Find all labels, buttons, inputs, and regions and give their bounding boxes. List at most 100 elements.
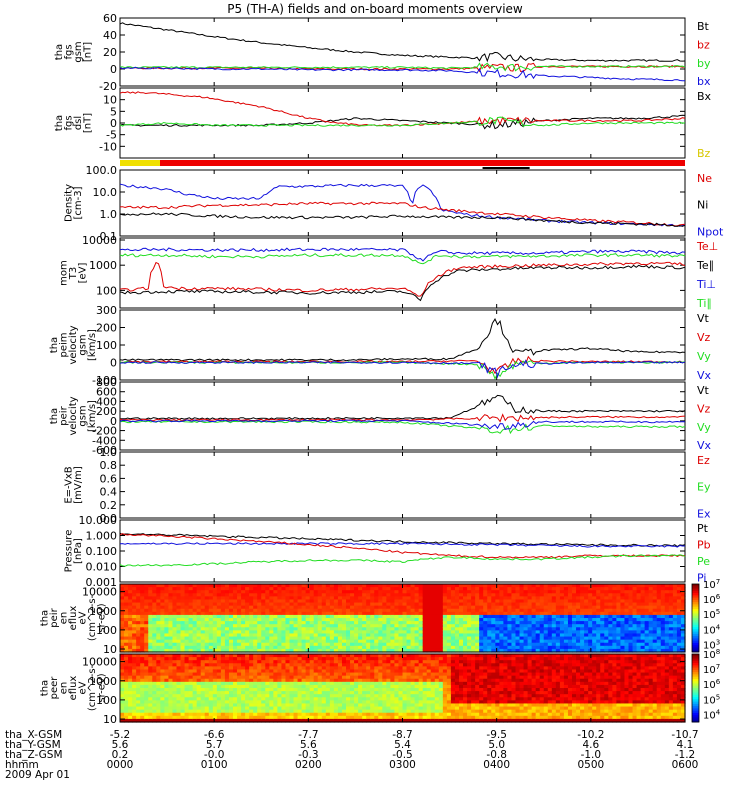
y-tick-label: 10000 (82, 586, 117, 599)
y-tick-label: -400 (92, 434, 117, 447)
x-axis-value: -7.7 (298, 729, 319, 741)
y-axis-label: E=-VxB[mV/m] (63, 466, 84, 504)
series-line-by (120, 62, 686, 72)
panel-frame (119, 451, 686, 519)
y-tick-label: 200 (96, 322, 117, 335)
y-tick-label: 0.001 (86, 576, 118, 589)
y-axis-label-line: fgs (63, 115, 74, 130)
y-axis-label-line: gsm (78, 334, 89, 355)
y-axis-label-line: T3 (68, 267, 79, 280)
series-line-Vy (119, 420, 686, 435)
y-axis-label-line: tha (49, 337, 60, 353)
series-line-Bz (119, 91, 686, 127)
y-tick-label: 1.000 (86, 530, 118, 543)
y-tick-label: 5 (110, 105, 117, 118)
legend-entry: Te⊥ (696, 240, 718, 253)
series-group (119, 183, 686, 227)
y-axis-label-line: gsm (78, 405, 89, 426)
y-axis-label-line: [nPa] (73, 538, 84, 564)
colorbar-tick-label: 104 (703, 623, 721, 636)
y-axis-label-line: sr-eV) (97, 603, 108, 632)
x-axis-annotations: tha_X-GSM -5.2 -6.6 -7.7 -8.7 -9.5 -10.2 -10.7 t… (5, 729, 699, 781)
y-axis-label-line: eV (78, 611, 89, 624)
series-line-Vz (119, 355, 685, 375)
x-axis-date: 2009 Apr 01 (5, 769, 70, 781)
series-line-Vt (120, 394, 686, 420)
y-axis-label-line: [mV/m] (73, 466, 84, 504)
panel-frame (119, 17, 686, 87)
x-axis-value: 0100 (201, 759, 228, 771)
colorbar-tick-label: 106 (703, 593, 721, 606)
y-tick-label: 100 (96, 624, 117, 637)
y-tick-label: 800 (96, 376, 117, 389)
y-axis-label: Pressure[nPa] (63, 530, 84, 573)
series-line-Npot (119, 183, 686, 227)
x-axis-value: -10.7 (671, 729, 698, 741)
y-tick-label: 10 (103, 713, 117, 726)
series-line-Vt (119, 318, 686, 362)
colorbar-peer-spec: 104 105 106 107 108 (691, 648, 721, 723)
legend-entry: Vt (697, 384, 710, 397)
y-tick-label: 0.4 (100, 486, 118, 499)
legend-entry: Pe (697, 555, 710, 568)
y-tick-label: 1000 (89, 605, 117, 618)
panel-efield: 0.00.20.40.60.81.0 E=-VxB[mV/m] Ez Ey Ex (63, 446, 711, 525)
x-axis-value: 0300 (389, 759, 416, 771)
y-axis-label-line: eflux (68, 606, 79, 631)
series-line-Pe (119, 554, 686, 567)
y-axis-label-line: tha (40, 610, 51, 626)
y-axis-label-line: sr-eV) (97, 673, 108, 702)
colorbar-tick-label: 108 (703, 648, 720, 661)
y-axis-label-line: peir (49, 607, 60, 627)
legend-entry: Vx (697, 369, 712, 382)
x-axis-value: 0200 (295, 759, 322, 771)
legend-entry: bx (697, 75, 711, 88)
legend-entry: Ti∥ (696, 297, 712, 310)
x-axis-value: -10.2 (577, 729, 604, 741)
x-axis-row-label: tha_Y-GSM (5, 739, 61, 751)
y-tick-label: 1000 (89, 675, 117, 688)
series-group (119, 532, 686, 567)
series-line-Pi (119, 542, 685, 548)
y-tick-label: 40 (103, 29, 117, 42)
x-axis-value: -8.7 (392, 729, 413, 741)
y-tick-label: 0.010 (86, 561, 118, 574)
y-tick-label: 0.100 (86, 545, 118, 558)
series-group (119, 318, 686, 380)
y-tick-label: 1000 (89, 259, 117, 272)
y-tick-label: 0 (110, 63, 117, 76)
legend-entry: Npot (697, 225, 724, 238)
y-axis-label-line: peim (59, 332, 70, 357)
series-line-bx (119, 66, 685, 82)
y-tick-label: -5 (106, 129, 117, 142)
y-axis-label-line: peir (59, 405, 70, 425)
x-axis-value: 5.6 (300, 739, 317, 751)
x-axis-value: 0.2 (112, 749, 129, 761)
legend-entry: Ni (697, 199, 708, 212)
colorbar-peir-spec: 103 104 105 106 107 (691, 578, 721, 653)
y-axis-label-line: velocity (68, 396, 79, 435)
y-tick-label: 1.0 (100, 208, 118, 221)
y-tick-label: 600 (96, 386, 117, 399)
legend-entry: Vx (697, 439, 712, 452)
x-axis-value: -9.5 (486, 729, 507, 741)
y-tick-label: 0.6 (100, 472, 118, 485)
legend-entry: Vy (697, 421, 711, 434)
y-axis-label-line: (cm^2-s- (87, 594, 98, 641)
y-axis-label-line: [cm-3] (73, 186, 84, 219)
y-tick-label: 100 (96, 284, 117, 297)
y-tick-label: 100 (96, 694, 117, 707)
legend-entry: bz (697, 38, 710, 51)
legend-entry: Te∥ (696, 259, 714, 272)
x-axis-value: 0600 (672, 759, 699, 771)
y-tick-label: 400 (96, 395, 117, 408)
x-axis-value: -1.0 (581, 749, 602, 761)
